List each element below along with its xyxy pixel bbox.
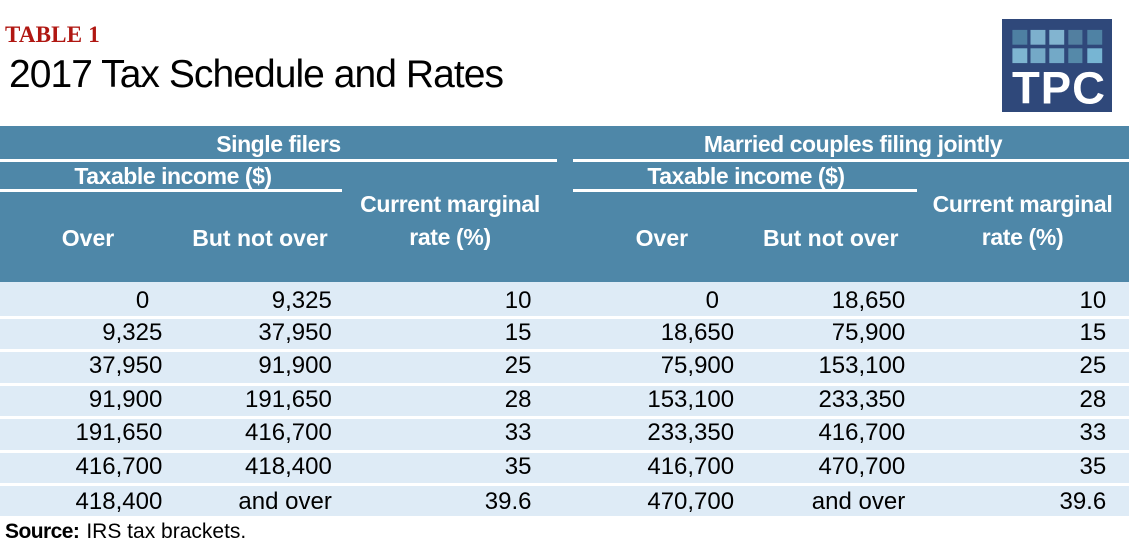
svg-text:TPC: TPC	[1012, 62, 1106, 112]
